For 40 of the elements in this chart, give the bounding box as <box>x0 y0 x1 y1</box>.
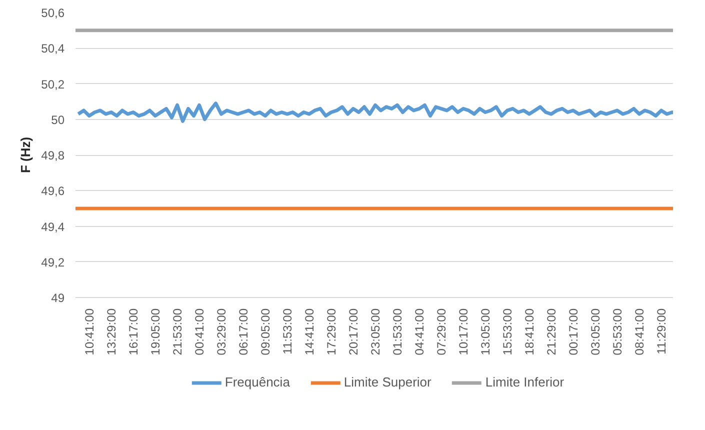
x-tick-label: 16:17:00 <box>126 308 140 356</box>
x-tick-label: 01:53:00 <box>390 308 404 356</box>
x-tick-label: 11:53:00 <box>280 308 294 354</box>
x-tick-label: 09:05:00 <box>258 308 272 356</box>
x-tick-label: 00:41:00 <box>192 308 206 356</box>
x-tick-label: 18:41:00 <box>522 308 536 356</box>
x-tick-label: 17:29:00 <box>324 308 338 356</box>
x-tick-label: 21:53:00 <box>170 308 184 356</box>
x-tick-label: 04:41:00 <box>412 308 426 356</box>
x-tick-label: 21:29:00 <box>544 308 558 356</box>
legend-label: Frequência <box>224 374 290 390</box>
x-tick-label: 13:05:00 <box>478 308 492 356</box>
x-tick-label: 15:53:00 <box>500 308 514 356</box>
x-tick-label: 05:53:00 <box>610 308 624 356</box>
x-tick-label: 08:41:00 <box>632 308 646 356</box>
y-tick-label: 49 <box>51 291 65 305</box>
x-tick-label: 10:17:00 <box>456 308 470 356</box>
x-tick-label: 00:17:00 <box>566 308 580 356</box>
x-tick-label: 13:29:00 <box>104 308 118 356</box>
x-tick-label: 19:05:00 <box>148 308 162 356</box>
y-tick-label: 50,2 <box>41 77 65 92</box>
x-tick-label: 20:17:00 <box>346 308 360 356</box>
y-tick-label: 49,2 <box>41 255 65 270</box>
y-axis-title: F (Hz) <box>18 136 34 174</box>
y-tick-label: 50 <box>51 112 65 127</box>
y-tick-label: 50,4 <box>41 42 65 56</box>
legend-label: Limite Superior <box>344 374 432 390</box>
y-tick-label: 49,6 <box>41 184 65 198</box>
x-tick-label: 03:29:00 <box>214 308 228 356</box>
x-tick-label: 03:05:00 <box>588 308 602 356</box>
y-tick-label: 49,4 <box>41 220 65 234</box>
x-tick-label: 14:41:00 <box>302 308 316 356</box>
x-tick-label: 10:41:00 <box>82 308 96 356</box>
x-tick-label: 11:29:00 <box>654 308 668 354</box>
y-tick-label: 49,8 <box>41 148 65 162</box>
x-tick-label: 23:05:00 <box>368 308 382 356</box>
x-tick-label: 06:17:00 <box>236 308 250 356</box>
legend-label: Limite Inferior <box>485 374 564 390</box>
x-tick-label: 07:29:00 <box>434 308 448 356</box>
y-tick-label: 50,6 <box>41 6 65 20</box>
